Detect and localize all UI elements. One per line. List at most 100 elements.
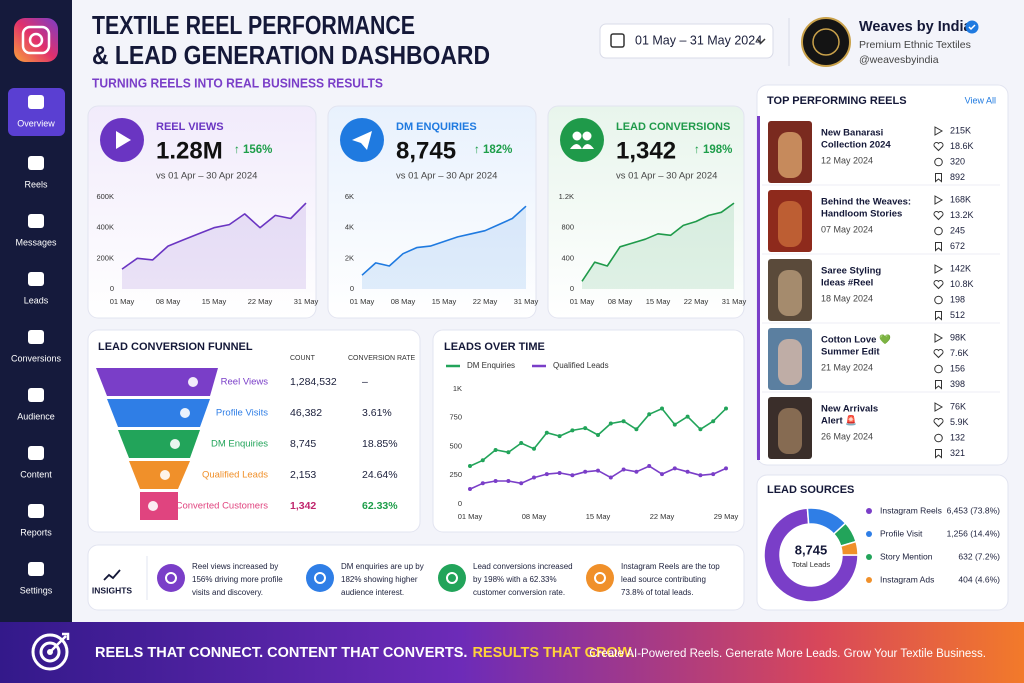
legend-dot: [866, 531, 872, 537]
funnel-stage: [107, 399, 210, 427]
x-tick-label: 01 May: [458, 512, 483, 521]
reel-stat: 132: [950, 432, 965, 442]
point: [570, 428, 575, 433]
insight-text: 73.8% of total leads.: [621, 588, 694, 597]
insights-panel: [87, 544, 745, 611]
nav-icon[interactable]: [28, 156, 44, 170]
point: [621, 467, 626, 472]
point: [480, 481, 485, 486]
y-tick-label: 400K: [96, 223, 114, 232]
point: [672, 422, 677, 427]
nav-icon[interactable]: [28, 330, 44, 344]
insight-text: 156% driving more profile: [192, 575, 283, 584]
insight-icon: [438, 564, 466, 592]
stage-rate: 18.85%: [362, 438, 398, 450]
point: [493, 447, 498, 452]
legend-value: 6,453 (73.8%): [947, 505, 1001, 515]
reel-date: 18 May 2024: [821, 293, 873, 303]
legend-value: 1,256 (14.4%): [947, 528, 1001, 538]
legend-label: Story Mention: [880, 551, 933, 561]
thumbnail-detail: [778, 339, 802, 385]
view-all[interactable]: View All: [965, 95, 996, 105]
point: [711, 419, 716, 424]
x-tick-label: 01 May: [110, 297, 135, 306]
stage-count: 2,153: [290, 469, 316, 481]
point: [647, 464, 652, 469]
insight-text: customer conversion rate.: [473, 588, 565, 597]
kpi-change: ↑ 198%: [694, 144, 732, 156]
reel-stat: 18.6K: [950, 141, 974, 151]
reel-date: 21 May 2024: [821, 362, 873, 372]
title: TEXTILE REEL PERFORMANCE: [92, 10, 415, 40]
kpi-compare: vs 01 Apr – 30 Apr 2024: [616, 171, 717, 182]
nav-icon[interactable]: [28, 562, 44, 576]
nav-icon[interactable]: [28, 214, 44, 228]
thumbnail-detail: [778, 132, 802, 178]
calendar-icon: [610, 33, 625, 48]
kpi-glyph: [570, 144, 594, 149]
stage-count: 46,382: [290, 407, 322, 419]
stage-name: Reel Views: [221, 377, 269, 388]
stage-count: 1,284,532: [290, 376, 337, 388]
nav-icon[interactable]: [28, 446, 44, 460]
kpi-card: [547, 105, 745, 319]
brand-logo-ring: [812, 28, 840, 56]
point: [608, 475, 613, 480]
y-tick-label: 0: [458, 499, 462, 508]
reel-stat: 198: [950, 294, 965, 304]
x-tick-label: 08 May: [156, 297, 181, 306]
stage-icon: [170, 439, 180, 449]
funnel-stage: [140, 492, 178, 520]
insight-text: by 198% with a 62.33%: [473, 575, 557, 584]
x-tick-label: 31 May: [294, 297, 319, 306]
legend-label: Profile Visit: [880, 528, 923, 538]
date-picker[interactable]: [599, 23, 774, 59]
insight-icon: [586, 564, 614, 592]
y-tick-label: 800: [561, 223, 574, 232]
point: [647, 412, 652, 417]
x-tick-label: 01 May: [570, 297, 595, 306]
nav-item: Leads: [24, 295, 49, 305]
thumbnail-detail: [778, 201, 802, 247]
footer-icon: [39, 641, 61, 663]
y-tick-label: 0: [570, 284, 574, 293]
nav-item: Audience: [17, 411, 55, 421]
insight-icon: [157, 564, 185, 592]
kpi-value: 1,342: [616, 137, 676, 164]
insight-text: visits and discovery.: [192, 588, 263, 597]
reel-stat: 512: [950, 310, 965, 320]
point: [557, 470, 562, 475]
insight-glyph: [314, 572, 326, 584]
stat-icon: [935, 173, 942, 183]
donut-total: 8,745: [795, 542, 828, 557]
nav-icon[interactable]: [28, 95, 44, 109]
stat-icon: [934, 433, 943, 443]
reel-stat: 168K: [950, 194, 971, 204]
nav-icon[interactable]: [28, 388, 44, 402]
reel-title: Handloom Stories: [821, 209, 902, 220]
stage-rate: –: [362, 376, 368, 388]
kpi-icon: [560, 118, 604, 162]
app-logo[interactable]: [14, 18, 58, 62]
stage-count: 8,745: [290, 438, 316, 450]
reel-date: 07 May 2024: [821, 224, 873, 234]
reel-stat: 10.8K: [950, 279, 974, 289]
footer-tagline: Create AI-Powered Reels. Generate More L…: [589, 648, 986, 660]
line: [361, 205, 527, 276]
nav-icon[interactable]: [28, 272, 44, 286]
column-header: COUNT: [290, 355, 316, 362]
point: [532, 446, 536, 451]
footer-slogan-part: REELS THAT CONNECT. CONTENT THAT CONVERT…: [95, 645, 467, 661]
verified-check: [968, 24, 976, 31]
kpi-label: LEAD CONVERSIONS: [616, 121, 730, 133]
nav-icon[interactable]: [28, 504, 44, 518]
x-tick-label: 29 May: [714, 512, 739, 521]
kpi-value: 1.28M: [156, 137, 223, 164]
point: [608, 421, 613, 426]
kpi-glyph: [572, 131, 582, 141]
y-tick-label: 750: [449, 413, 462, 422]
kpi-compare: vs 01 Apr – 30 Apr 2024: [156, 171, 257, 182]
x-tick-label: 22 May: [684, 297, 709, 306]
legend-label: Instagram Ads: [880, 574, 934, 584]
reel-date: 12 May 2024: [821, 155, 873, 165]
